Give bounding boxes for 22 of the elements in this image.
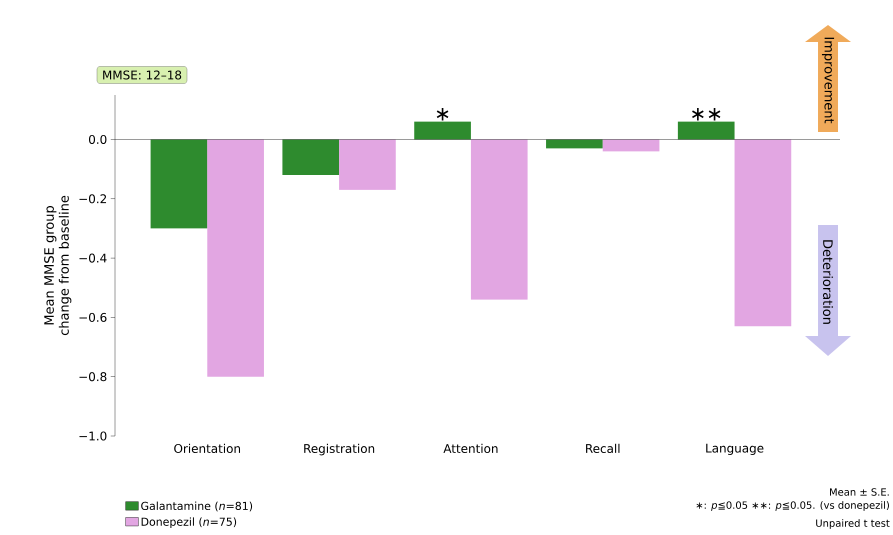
- y-axis-title: Mean MMSE group change from baseline: [44, 196, 72, 336]
- annotation: ∗: [436, 108, 448, 120]
- y-tick-label: −0.2: [79, 194, 106, 204]
- x-tick-label: Orientation: [174, 444, 240, 454]
- annotation: Improvement: [822, 38, 834, 124]
- text: MMSE: 12–18: [103, 70, 182, 80]
- text: Mean ± S.E.: [830, 488, 889, 496]
- x-tick-label: Recall: [586, 444, 620, 454]
- annotation: Deterioration: [822, 240, 834, 324]
- text: ∗: p≦0.05 ∗∗: p≦0.05. (vs donepezil): [696, 501, 889, 511]
- y-tick-label: −0.8: [79, 372, 106, 382]
- x-tick-label: Attention: [443, 444, 498, 454]
- legend-label: Donepezil (n=75): [142, 517, 236, 528]
- y-tick-label: −0.6: [79, 312, 106, 322]
- annotation: ∗∗: [692, 108, 720, 120]
- legend-label: Galantamine (n=81): [141, 502, 252, 512]
- text: Unpaired t test: [816, 519, 890, 529]
- y-tick-label: 0.0: [88, 134, 106, 144]
- x-tick-label: Language: [706, 444, 764, 455]
- y-tick-label: −0.4: [79, 254, 107, 263]
- x-tick-label: Registration: [304, 444, 374, 456]
- y-tick-label: −1.0: [79, 431, 106, 441]
